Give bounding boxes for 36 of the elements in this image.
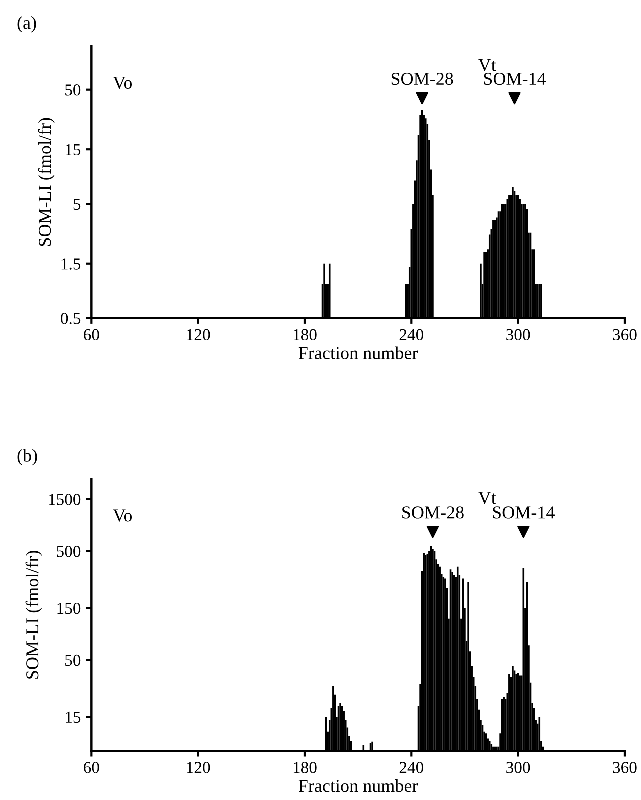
x-tick-label: 120 xyxy=(187,329,210,341)
x-tick-label: 60 xyxy=(84,329,100,341)
annotation: Vt xyxy=(478,492,496,504)
y-axis-title: SOM-LI (fmol/fr) xyxy=(26,551,42,679)
annotation: Vo xyxy=(113,510,132,522)
x-tick-label: 180 xyxy=(294,762,317,774)
y-tick-label: 150 xyxy=(58,602,81,614)
x-axis-title: Fraction number xyxy=(298,780,418,792)
y-tick-label: 5 xyxy=(74,198,81,210)
y-tick-label: 15 xyxy=(66,712,81,724)
x-axis-title: Fraction number xyxy=(298,346,418,360)
x-tick-label: 240 xyxy=(400,762,424,774)
x-tick-label: 300 xyxy=(506,762,530,774)
x-tick-label: 360 xyxy=(613,762,637,774)
annotation: SOM-14 xyxy=(493,506,555,519)
x-tick-label: 180 xyxy=(294,329,317,341)
y-tick-label: 50 xyxy=(66,84,81,96)
x-tick-label: 240 xyxy=(400,329,424,341)
x-tick-label: 120 xyxy=(187,762,210,774)
annotation: SOM-28 xyxy=(392,72,454,86)
annotation: Vt xyxy=(478,59,496,72)
y-tick-label: 15 xyxy=(66,144,81,156)
x-tick-label: 60 xyxy=(84,762,100,774)
x-tick-label: 300 xyxy=(506,329,530,341)
y-tick-label: 1500 xyxy=(49,494,81,506)
y-axis-title: SOM-LI (fmol/fr) xyxy=(38,118,55,246)
chart-title: (a) xyxy=(18,16,36,33)
y-tick-label: 0.5 xyxy=(61,313,81,324)
y-tick-label: 500 xyxy=(57,546,81,558)
y-tick-label: 50 xyxy=(66,654,81,666)
annotation: Vo xyxy=(113,77,132,90)
annotation: SOM-28 xyxy=(402,506,464,519)
x-tick-label: 360 xyxy=(613,329,637,341)
y-tick-label: 1.5 xyxy=(62,258,81,270)
annotation: SOM-14 xyxy=(484,72,546,86)
chart-title: (b) xyxy=(18,449,38,466)
